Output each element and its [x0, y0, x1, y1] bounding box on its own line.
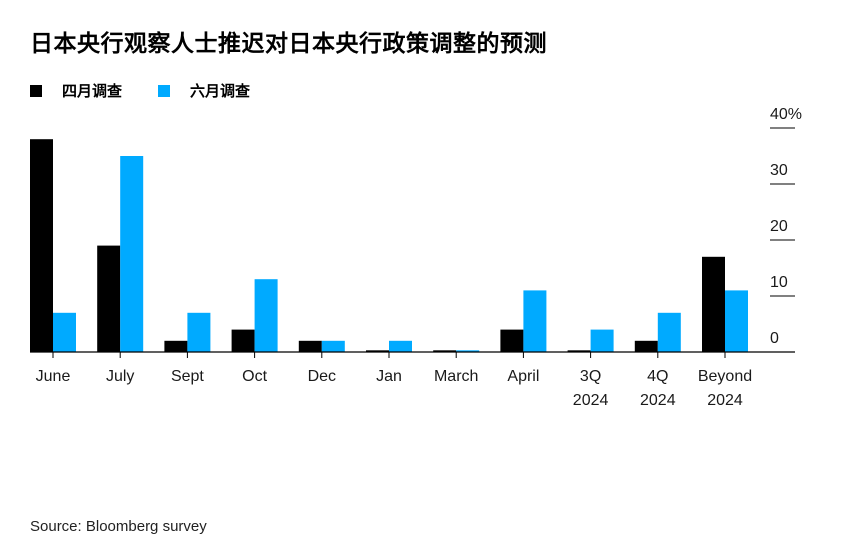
bar-april-survey — [97, 245, 121, 352]
bar-april-survey — [500, 329, 524, 352]
x-tick-label: March — [434, 368, 478, 385]
bar-april-survey — [298, 340, 322, 352]
x-tick-label: April — [507, 368, 539, 385]
y-tick-label: 40% — [770, 106, 802, 123]
bar-june-survey — [254, 279, 278, 352]
bar-april-survey — [164, 340, 188, 352]
legend-item-june-survey: 六月调查 — [158, 80, 250, 101]
x-tick-label: Jan — [376, 368, 402, 385]
bar-april-survey — [366, 350, 389, 352]
x-tick-label: Oct — [242, 368, 267, 385]
y-tick-label: 10 — [770, 274, 788, 291]
bar-june-survey — [120, 156, 144, 352]
bar-april-survey — [567, 350, 591, 352]
bar-june-survey — [657, 312, 681, 352]
legend-item-april-survey: 四月调查 — [30, 80, 122, 101]
bar-april-survey — [433, 350, 457, 352]
x-tick-label: Dec — [308, 368, 336, 385]
bar-june-survey — [590, 329, 614, 352]
bar-april-survey — [30, 139, 53, 352]
legend: 四月调查 六月调查 — [30, 80, 250, 101]
y-tick-label: 30 — [770, 162, 788, 179]
legend-label-april-survey: 四月调查 — [62, 82, 123, 100]
bar-june-survey — [321, 340, 345, 352]
source-note: Source: Bloomberg survey — [30, 518, 207, 535]
legend-swatch-april-survey — [30, 84, 42, 97]
bar-june-survey — [725, 290, 748, 352]
x-tick-label: 3Q 2024 — [573, 368, 609, 409]
bar-june-survey — [523, 290, 547, 352]
x-tick-label: June — [36, 368, 71, 385]
bar-april-survey — [702, 256, 725, 352]
x-tick-label: 4Q 2024 — [640, 368, 676, 409]
chart-title: 日本央行观察人士推迟对日本央行政策调整的预测 — [30, 31, 547, 57]
x-tick-label: Beyond 2024 — [698, 368, 752, 409]
legend-swatch-june-survey — [158, 84, 171, 97]
bar-june-survey — [389, 340, 412, 352]
bar-june-survey — [187, 312, 211, 352]
x-tick-label: July — [106, 368, 134, 385]
y-tick-label: 0 — [770, 330, 779, 347]
bar-june-survey — [456, 350, 480, 352]
bar-april-survey — [634, 340, 658, 352]
bar-june-survey — [53, 312, 76, 352]
bar-april-survey — [231, 329, 255, 352]
y-tick-label: 20 — [770, 218, 788, 235]
x-tick-label: Sept — [171, 368, 204, 385]
legend-label-june-survey: 六月调查 — [190, 82, 251, 100]
